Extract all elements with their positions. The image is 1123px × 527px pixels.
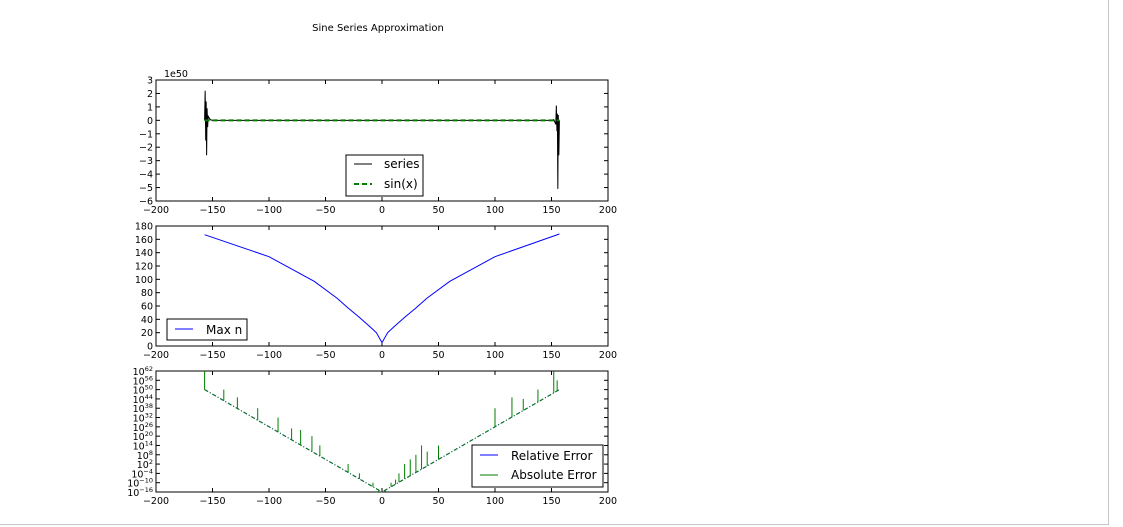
y-tick-label: 0 [147,342,153,353]
x-tick-label: 0 [379,350,385,361]
legend-label-absolute-error: Absolute Error [511,468,597,482]
y-tick-label: 1038 [133,402,153,415]
y-offset-label: 1e50 [164,69,188,80]
x-tick-label: 100 [486,350,504,361]
y-tick-label: 3 [147,76,153,87]
x-tick-label: −50 [315,205,335,216]
y-tick-label: 0 [147,116,153,127]
y-tick-label: 1 [147,102,153,113]
y-tick-label: 60 [141,302,153,313]
x-tick-label: 200 [599,205,617,216]
x-tick-label: −100 [256,350,282,361]
x-tick-label: 150 [542,350,560,361]
x-tick-label: −200 [143,205,169,216]
y-tick-label: 1014 [133,439,153,452]
x-tick-label: 100 [486,205,504,216]
legend-label-relative-error: Relative Error [511,449,593,463]
legend-label-max-n: Max n [206,323,242,337]
y-tick-label: 2 [147,89,153,100]
series-panel: 1e50 −200 −150 −100 −50 0 50 100 150 200 3 2 1 0 −1 −2… [139,69,617,216]
y-tick-label: 1044 [133,393,153,406]
x-tick-label: 50 [432,205,444,216]
x-tick-label: −50 [315,350,335,361]
y-tick-label: 1032 [133,412,153,425]
y-tick-label: −6 [139,197,153,208]
x-tick-label: 100 [486,496,504,507]
y-tick-label: −5 [139,183,153,194]
x-tick-label: −100 [256,496,282,507]
y-tick-label: 10−4 [131,467,153,480]
y-tick-label: −3 [139,156,153,167]
y-tick-label: 20 [141,328,153,339]
y-tick-label: 10−10 [127,477,153,490]
error-panel: −200 −150 −100 −50 0 50 100 150 2001062105610501… [127,365,617,507]
max-n-panel: −200 −150 −100 −50 0 50 100 150 2001801601401201… [135,222,617,362]
x-tick-label: −150 [199,496,225,507]
y-tick-label: 100 [135,275,153,286]
x-tick-label: 0 [379,205,385,216]
x-tick-label: −150 [199,350,225,361]
y-tick-label: 80 [141,288,153,299]
figure-title: Sine Series Approximation [312,23,444,34]
y-tick-label: 102 [137,458,153,471]
x-tick-label: −150 [199,205,225,216]
x-tick-label: −50 [315,496,335,507]
y-tick-label: 1020 [133,430,153,443]
legend-label-sin: sin(x) [384,177,418,191]
error-legend: Relative Error Absolute Error [471,444,604,488]
x-tick-label: 0 [379,496,385,507]
x-tick-label: −100 [256,205,282,216]
y-tick-label: 1026 [133,421,153,434]
legend-label-series: series [384,157,420,171]
x-tick-label: 200 [599,350,617,361]
x-tick-label: −200 [143,350,169,361]
y-tick-label: −4 [139,170,153,181]
x-tick-label: 50 [432,350,444,361]
x-tick-label: 200 [599,496,617,507]
series-line-absolute-error [204,389,560,493]
series-line-max-n [204,233,560,344]
series-legend: series sin(x) [345,154,424,197]
y-tick-label: 1056 [133,374,153,387]
y-tick-label: 10−16 [127,486,153,499]
x-tick-label: 150 [542,205,560,216]
x-tick-label: 50 [432,496,444,507]
x-tick-label: 150 [542,496,560,507]
y-tick-label: 120 [135,262,153,273]
y-tick-label: 180 [135,222,153,233]
max-n-legend: Max n [166,318,248,341]
y-tick-label: −1 [139,129,153,140]
y-tick-label: 160 [135,235,153,246]
y-tick-label: 1050 [133,384,153,397]
y-tick-label: 108 [137,449,153,462]
x-tick-label: −200 [143,496,169,507]
y-tick-label: 140 [135,248,153,259]
y-tick-label: 40 [141,315,153,326]
y-tick-label: −2 [139,143,153,154]
y-tick-label: 1062 [133,365,153,378]
